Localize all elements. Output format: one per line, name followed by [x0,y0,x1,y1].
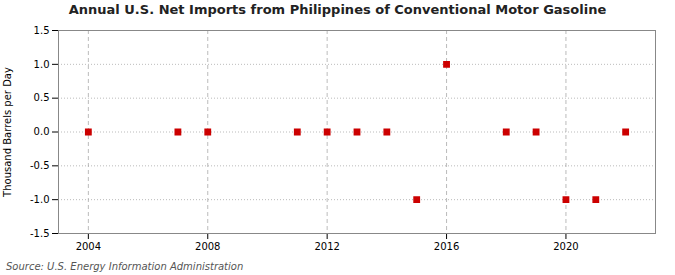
svg-text:0.0: 0.0 [34,126,50,137]
svg-text:-0.5: -0.5 [30,160,50,171]
svg-text:-1.5: -1.5 [30,228,50,239]
svg-text:Thousand Barrels per Day: Thousand Barrels per Day [2,67,13,198]
svg-text:-1.0: -1.0 [30,194,50,205]
svg-text:2004: 2004 [76,241,101,252]
svg-text:2020: 2020 [553,241,578,252]
html-text:Source: U.S. Energy Informatio: Source: U.S. Energy Information Administ… [6,261,244,272]
svg-text:2012: 2012 [314,241,339,252]
svg-text:1.0: 1.0 [34,59,50,70]
html-text:Annual U.S. Net Imports from P: Annual U.S. Net Imports from Philippines… [68,2,607,17]
svg-text:1.5: 1.5 [34,25,50,36]
svg-text:2016: 2016 [434,241,459,252]
svg-text:2008: 2008 [195,241,220,252]
svg-text:0.5: 0.5 [34,92,50,103]
